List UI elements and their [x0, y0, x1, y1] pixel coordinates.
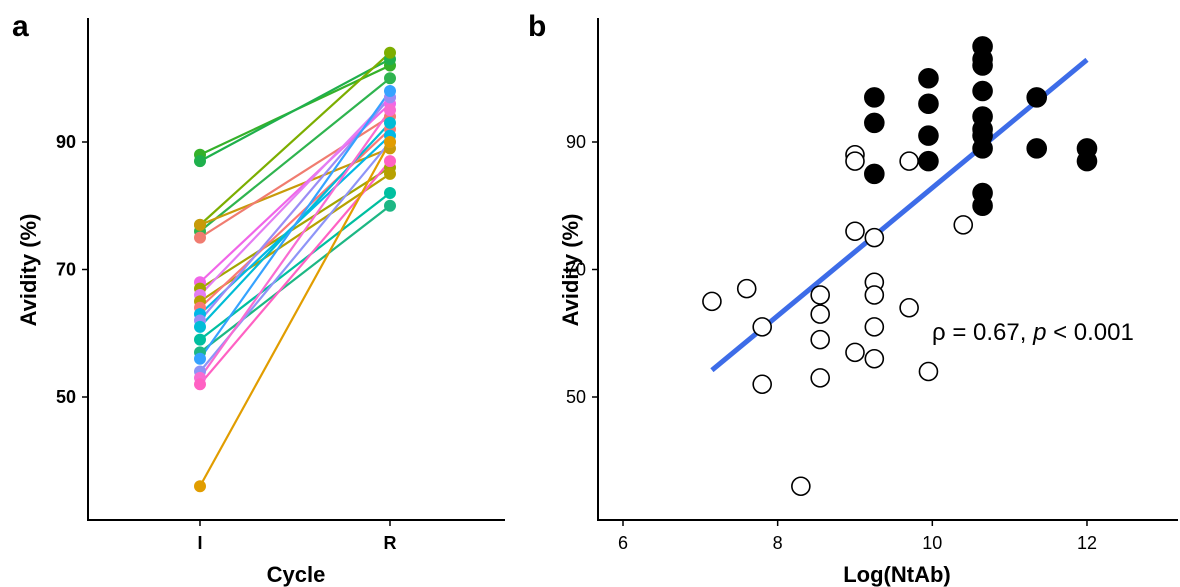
filled-point	[918, 150, 939, 172]
filled-point	[972, 55, 993, 76]
y-tick-label: 50	[56, 387, 76, 407]
open-point	[845, 151, 865, 171]
y-tick-label: 50	[566, 387, 586, 407]
subject-point	[194, 320, 206, 333]
filled-point	[972, 195, 993, 217]
subject-point	[384, 199, 396, 212]
subject-point	[384, 155, 396, 168]
open-point	[918, 361, 939, 382]
open-point	[810, 368, 830, 388]
subject-line	[199, 128, 391, 309]
subject-point	[384, 116, 396, 129]
open-point	[736, 278, 757, 299]
subject-point	[384, 104, 396, 117]
y-tick-label: 70	[566, 260, 586, 280]
open-point	[864, 317, 885, 337]
panel-b-y-ticks: 50 70 90	[566, 132, 598, 407]
y-tick-label: 90	[566, 132, 586, 152]
open-point	[752, 374, 772, 395]
filled-point	[864, 163, 885, 185]
open-point	[899, 297, 919, 318]
y-tick-label: 70	[56, 260, 76, 280]
open-point	[953, 215, 974, 235]
subject-point	[194, 480, 206, 493]
filled-point	[1026, 87, 1048, 108]
panel-a-x-title: Cycle	[267, 562, 326, 587]
open-point	[845, 342, 865, 363]
open-point	[752, 317, 772, 337]
annotation-italic: p	[1032, 319, 1046, 346]
panel-b-letter: b	[528, 10, 546, 43]
subject-line	[199, 77, 391, 233]
subject-line	[199, 58, 391, 163]
x-tick-label: 8	[773, 533, 783, 553]
subject-point	[194, 155, 206, 168]
subject-line	[199, 166, 391, 290]
annotation-suffix: < 0.001	[1046, 319, 1133, 346]
subject-line	[199, 172, 391, 303]
panel-b-marks	[702, 36, 1098, 497]
panel-a-y-ticks: 50 70 90	[56, 132, 88, 407]
subject-point	[384, 167, 396, 180]
panel-b-correlation-annotation: ρ = 0.67, p < 0.001	[932, 319, 1134, 346]
subject-point	[194, 378, 206, 391]
y-tick-label: 90	[56, 132, 76, 152]
open-point	[845, 221, 865, 242]
subject-point	[384, 187, 396, 199]
subject-line	[199, 204, 391, 354]
open-point	[810, 285, 830, 305]
x-tick-label: 6	[618, 533, 628, 553]
subject-line	[199, 96, 391, 296]
regression-line	[710, 57, 1089, 373]
open-point	[791, 476, 811, 497]
filled-point	[864, 112, 885, 134]
subject-point	[194, 333, 206, 346]
open-point	[899, 151, 919, 171]
filled-point	[1076, 150, 1098, 172]
filled-point	[972, 80, 993, 102]
subject-line	[199, 147, 391, 226]
subject-line	[199, 109, 391, 379]
panel-b-y-title: Avidity (%)	[558, 214, 583, 327]
x-tick-label: 12	[1077, 533, 1097, 553]
filled-point	[918, 67, 939, 89]
open-point	[702, 291, 722, 312]
subject-line	[199, 141, 391, 487]
panel-a-marks	[194, 46, 396, 493]
subject-point	[194, 218, 206, 231]
open-point	[810, 304, 830, 324]
x-tick-label: R	[384, 533, 397, 553]
subject-point	[384, 72, 396, 85]
filled-point	[918, 93, 939, 115]
panel-a-letter: a	[12, 10, 29, 43]
x-tick-label: 10	[922, 533, 942, 553]
open-point	[864, 285, 885, 305]
open-point	[864, 348, 885, 369]
subject-line	[199, 51, 391, 226]
subject-point	[384, 85, 396, 97]
subject-point	[384, 46, 396, 59]
subject-line	[199, 90, 391, 360]
subject-point	[384, 136, 396, 148]
panel-b-x-title: Log(NtAb)	[843, 562, 951, 587]
panel-b: b 50 70 90 6 8 10 12 ρ = 0.67, p < 0.001 Log(…	[528, 10, 1178, 587]
filled-point	[972, 138, 993, 159]
filled-point	[1026, 138, 1048, 159]
subject-point	[194, 231, 206, 244]
panel-a-y-title: Avidity (%)	[16, 214, 41, 327]
open-point	[810, 329, 830, 350]
open-point	[864, 227, 885, 248]
panel-b-x-ticks: 6 8 10 12	[618, 520, 1097, 553]
filled-point	[864, 87, 885, 108]
annotation-prefix: ρ = 0.67,	[932, 319, 1033, 346]
x-tick-label: I	[197, 533, 202, 553]
subject-point	[194, 352, 206, 365]
filled-point	[918, 125, 939, 146]
